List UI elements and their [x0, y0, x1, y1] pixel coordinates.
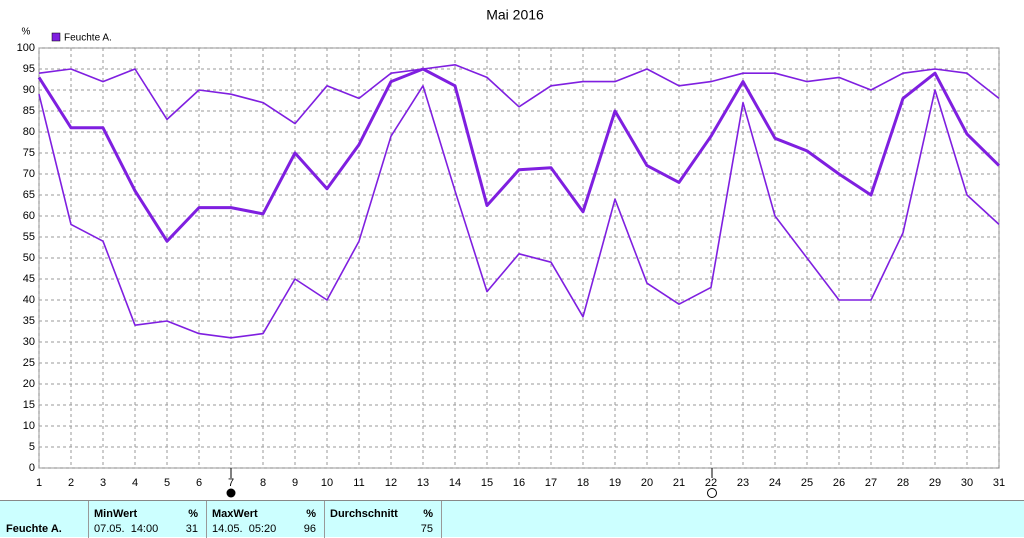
stat-unit: %	[188, 508, 198, 520]
y-unit: %	[22, 27, 31, 38]
stat-value: 31	[185, 523, 198, 535]
legend-label: Feuchte A.	[64, 33, 112, 44]
y-tick-label: 10	[23, 420, 35, 432]
y-tick-label: 80	[23, 126, 35, 138]
x-tick-label: 4	[132, 477, 138, 489]
stat-value: 96	[303, 523, 316, 535]
y-tick-label: 45	[23, 273, 35, 285]
y-tick-label: 40	[23, 294, 35, 306]
stat-header: Durchschnitt	[330, 508, 398, 520]
chart-title: Mai 2016	[486, 7, 544, 23]
x-tick-label: 10	[321, 477, 333, 489]
stat-cell: Durchschnitt % 75	[325, 501, 442, 538]
x-tick-label: 20	[641, 477, 653, 489]
stat-value: 75	[420, 523, 433, 535]
x-tick-label: 16	[513, 477, 525, 489]
y-tick-label: 25	[23, 357, 35, 369]
row-label-cell: Feuchte A.	[0, 501, 89, 538]
x-tick-label: 31	[993, 477, 1005, 489]
y-tick-label: 0	[29, 462, 35, 474]
x-tick-label: 21	[673, 477, 685, 489]
x-tick-label: 11	[353, 477, 364, 489]
x-tick-label: 17	[545, 477, 557, 489]
x-tick-label: 13	[417, 477, 429, 489]
x-tick-label: 14	[449, 477, 461, 489]
y-tick-label: 75	[23, 147, 35, 159]
x-tick-label: 3	[100, 477, 106, 489]
x-tick-label: 30	[961, 477, 973, 489]
y-tick-label: 55	[23, 231, 35, 243]
x-tick-label: 8	[260, 477, 266, 489]
x-tick-label: 12	[385, 477, 397, 489]
y-tick-label: 20	[23, 378, 35, 390]
stat-time: 07.05. 14:00	[94, 523, 159, 535]
data-line	[38, 85, 1000, 339]
new-moon-icon	[707, 488, 717, 498]
stat-header: MaxWert	[212, 508, 258, 520]
x-tick-label: 9	[292, 477, 298, 489]
x-tick-label: 15	[481, 477, 493, 489]
y-tick-label: 85	[23, 105, 35, 117]
x-tick-label: 1	[36, 477, 42, 489]
row-label: Feuchte A.	[6, 523, 62, 535]
y-tick-label: 60	[23, 210, 35, 222]
y-tick-label: 100	[17, 42, 35, 54]
x-tick-label: 6	[196, 477, 202, 489]
stats-table: Feuchte A. MinWert % 07.05. 14:00 31 Max…	[0, 500, 1024, 538]
data-line	[38, 64, 1000, 125]
x-tick-label: 28	[897, 477, 909, 489]
legend-swatch	[51, 32, 61, 42]
x-tick-label: 7	[228, 477, 234, 489]
y-tick-label: 30	[23, 336, 35, 348]
x-tick-label: 23	[737, 477, 749, 489]
data-line	[37, 67, 1001, 243]
x-tick-label: 26	[833, 477, 845, 489]
stat-cell: MaxWert % 14.05. 05:20 96	[207, 501, 325, 538]
full-moon-icon	[226, 488, 236, 498]
chart: Mai 2016 % 05101520253035404550556065707…	[17, 7, 1005, 498]
x-tick-label: 2	[68, 477, 74, 489]
stat-header: MinWert	[94, 508, 138, 520]
x-tick-label: 24	[769, 477, 781, 489]
x-tick-label: 29	[929, 477, 941, 489]
y-tick-label: 5	[29, 441, 35, 453]
y-tick-label: 50	[23, 252, 35, 264]
y-tick-label: 15	[23, 399, 35, 411]
stat-unit: %	[306, 508, 316, 520]
x-tick-label: 25	[801, 477, 813, 489]
x-tick-label: 22	[705, 477, 717, 489]
stat-time: 14.05. 05:20	[212, 523, 277, 535]
x-tick-label: 18	[577, 477, 589, 489]
stat-unit: %	[423, 508, 433, 520]
x-tick-label: 19	[609, 477, 621, 489]
y-tick-label: 70	[23, 168, 35, 180]
x-tick-label: 27	[865, 477, 877, 489]
stat-cell: MinWert % 07.05. 14:00 31	[89, 501, 207, 538]
y-tick-label: 35	[23, 315, 35, 327]
y-tick-label: 90	[23, 84, 35, 96]
x-tick-label: 5	[164, 477, 170, 489]
y-tick-label: 95	[23, 63, 35, 75]
y-tick-label: 65	[23, 189, 35, 201]
